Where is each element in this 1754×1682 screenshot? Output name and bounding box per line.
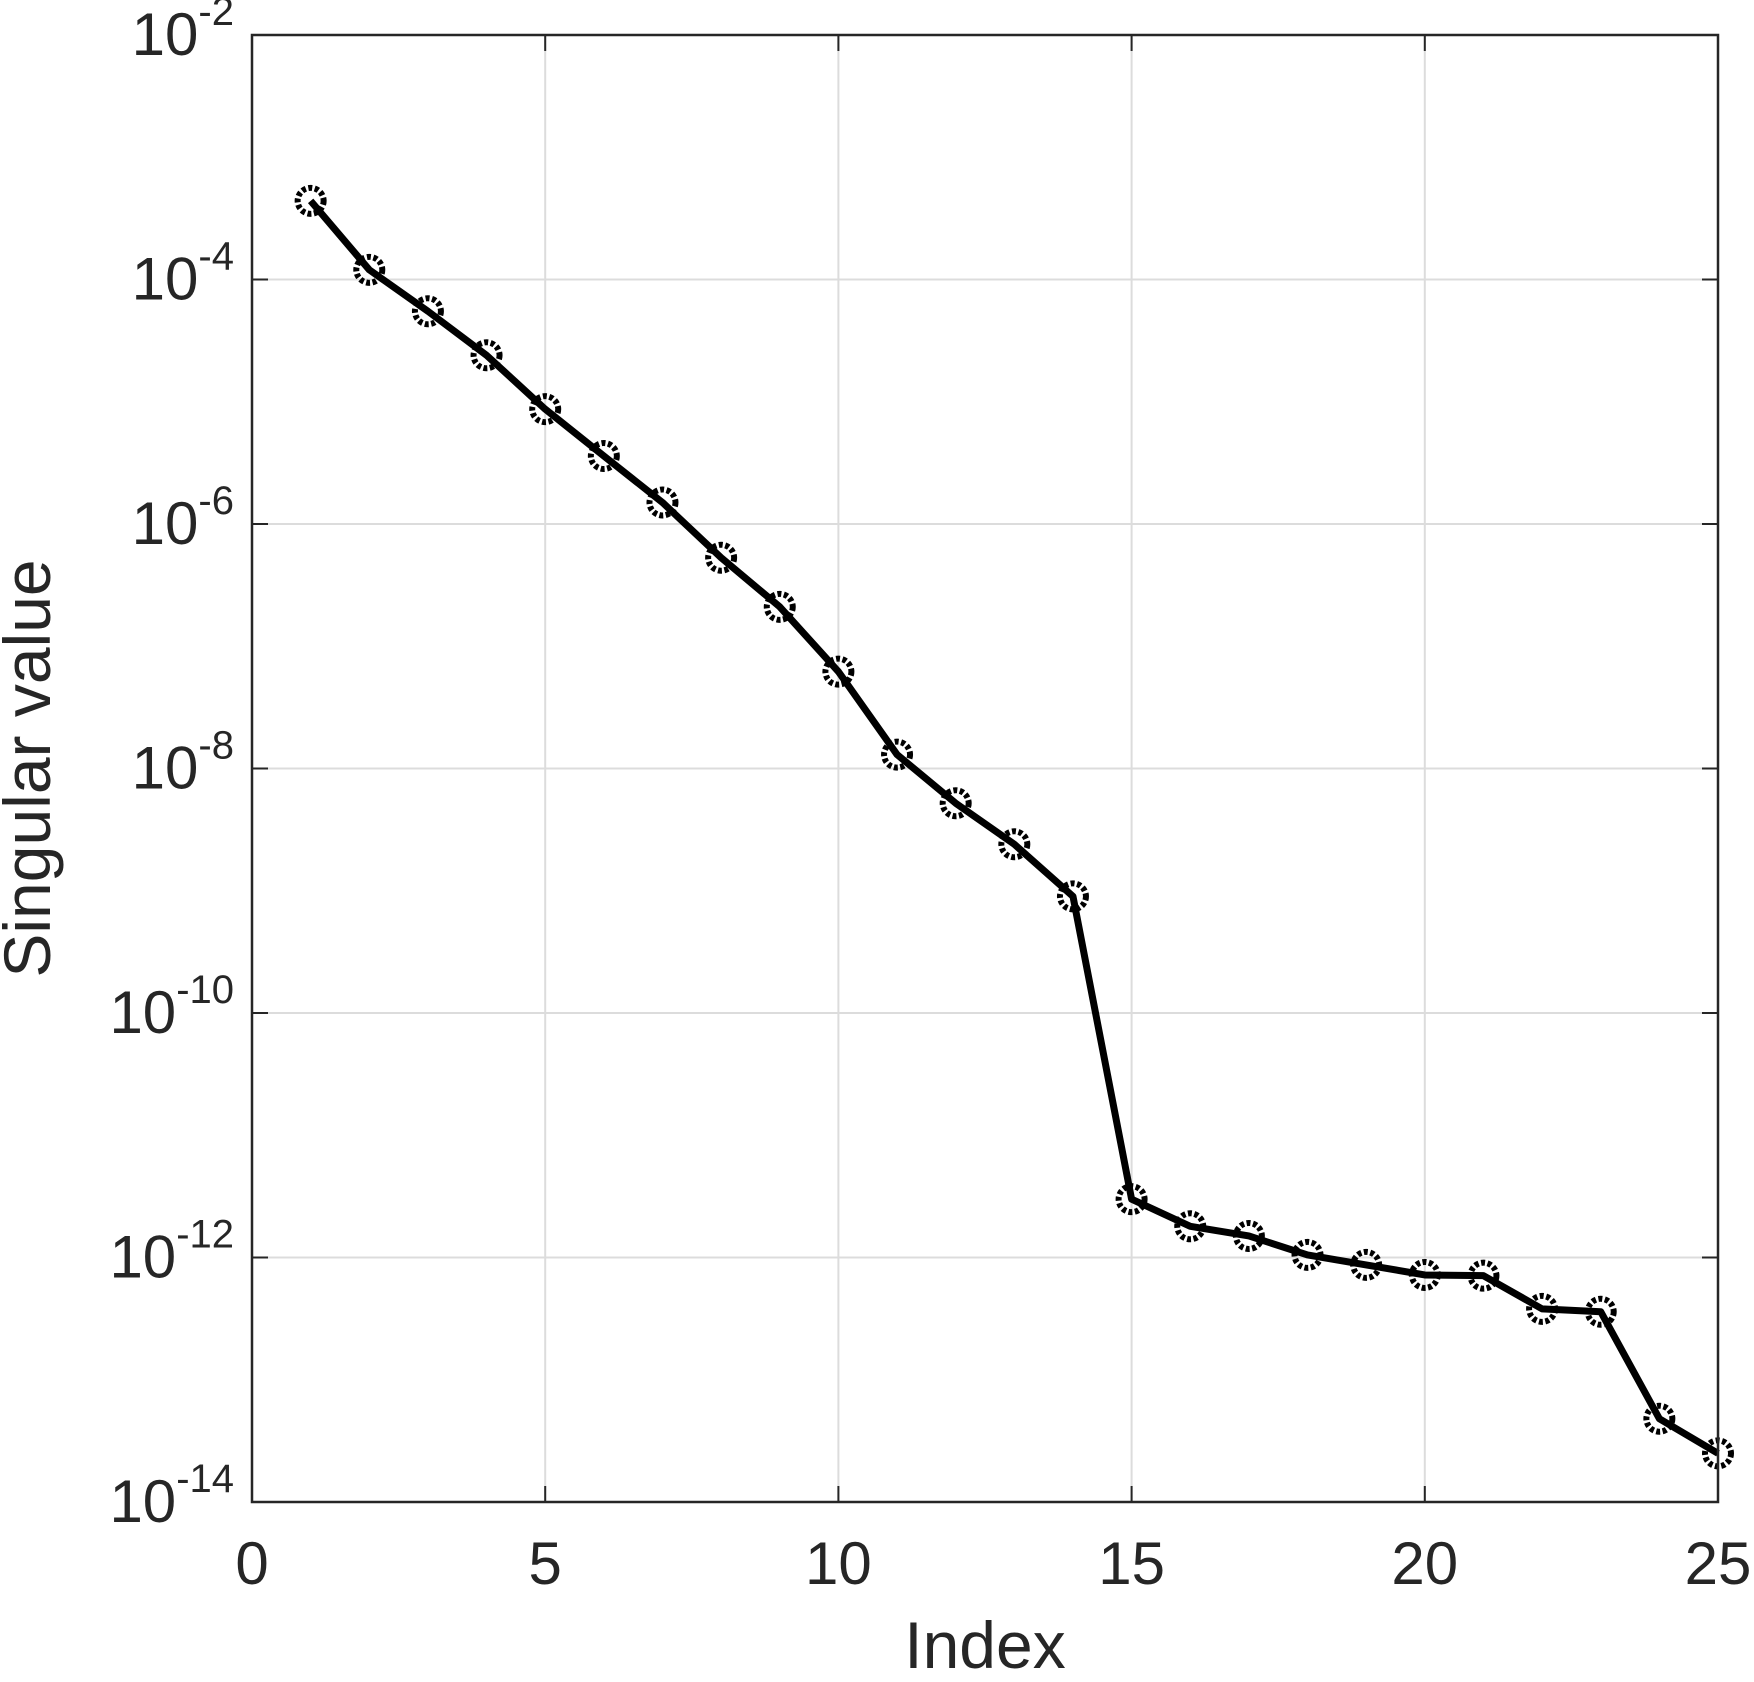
data-point bbox=[1115, 1183, 1148, 1216]
x-axis-title: Index bbox=[904, 1608, 1065, 1682]
y-tick-label: 10-12 bbox=[109, 1213, 234, 1291]
data-point bbox=[881, 738, 914, 771]
data-point bbox=[1584, 1295, 1617, 1328]
data-point bbox=[587, 439, 620, 472]
data-point bbox=[939, 787, 972, 820]
data-point bbox=[822, 655, 855, 688]
data-point bbox=[998, 828, 1031, 861]
data-point bbox=[1467, 1259, 1500, 1292]
x-tick-label: 25 bbox=[1685, 1530, 1752, 1597]
y-tick-base: 10 bbox=[132, 246, 199, 313]
y-tick-exponent: -2 bbox=[198, 0, 234, 34]
x-axis: 0 5 10 15 20 25 bbox=[235, 35, 1751, 1597]
series-line bbox=[307, 198, 1720, 1457]
data-point bbox=[529, 393, 562, 426]
y-axis-title: Singular value bbox=[0, 559, 64, 977]
y-tick-exponent: -8 bbox=[198, 724, 234, 768]
y-tick-label: 10-4 bbox=[132, 235, 234, 313]
x-tick-label: 15 bbox=[1098, 1530, 1165, 1597]
data-point bbox=[646, 486, 679, 519]
y-tick-exponent: -12 bbox=[176, 1213, 234, 1257]
data-point bbox=[1643, 1402, 1676, 1435]
y-tick-base: 10 bbox=[132, 735, 199, 802]
x-tick-label: 20 bbox=[1391, 1530, 1458, 1597]
data-point bbox=[1526, 1292, 1559, 1325]
data-point bbox=[1174, 1210, 1207, 1243]
data-point bbox=[1291, 1238, 1324, 1271]
y-tick-base: 10 bbox=[109, 1468, 176, 1535]
y-tick-label: 10-8 bbox=[132, 724, 234, 802]
y-tick-label: 10-10 bbox=[109, 968, 234, 1046]
x-tick-label: 0 bbox=[235, 1530, 268, 1597]
data-point bbox=[1056, 880, 1089, 913]
y-tick-exponent: -10 bbox=[176, 968, 234, 1012]
y-tick-base: 10 bbox=[132, 1, 199, 68]
y-tick-label: 10-6 bbox=[132, 479, 234, 557]
data-point bbox=[763, 590, 796, 623]
data-point bbox=[1408, 1258, 1441, 1291]
data-point bbox=[294, 184, 327, 217]
x-tick-label: 10 bbox=[805, 1530, 872, 1597]
y-tick-base: 10 bbox=[109, 979, 176, 1046]
y-tick-base: 10 bbox=[132, 490, 199, 557]
data-point bbox=[1232, 1219, 1265, 1252]
plot-series bbox=[294, 184, 1734, 1470]
y-tick-base: 10 bbox=[109, 1224, 176, 1291]
y-tick-label: 10-2 bbox=[132, 0, 234, 68]
y-tick-exponent: -4 bbox=[198, 235, 234, 279]
data-point bbox=[411, 295, 444, 328]
data-point bbox=[705, 541, 738, 574]
y-tick-exponent: -6 bbox=[198, 479, 234, 523]
data-point bbox=[1350, 1248, 1383, 1281]
grid bbox=[252, 35, 1718, 1502]
y-tick-exponent: -14 bbox=[176, 1457, 234, 1501]
x-tick-label: 5 bbox=[529, 1530, 562, 1597]
data-point bbox=[353, 253, 386, 286]
y-tick-label: 10-14 bbox=[109, 1457, 234, 1535]
data-point bbox=[470, 339, 503, 372]
